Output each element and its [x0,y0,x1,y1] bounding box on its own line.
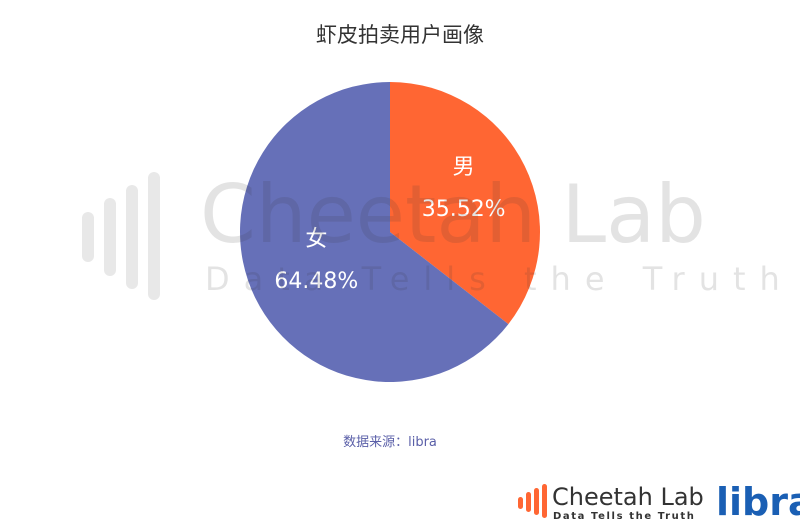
watermark-icon [82,212,94,262]
logo-brand: Cheetah Lab [552,483,704,511]
source-note: 数据来源：libra [343,435,437,450]
chart-title: 虾皮拍卖用户画像 [316,23,484,47]
logo-icon [526,492,531,512]
pie: 男 35.52% 女 64.48% [240,82,541,382]
watermark: Cheetah Lab Data Tells the Truth [82,168,794,300]
logo-icon [534,488,539,515]
logo-partner: libra [716,480,800,522]
watermark-icon [104,198,116,276]
watermark-title: Cheetah Lab [200,168,706,261]
pie-slice [390,82,541,325]
slice-value-label: 35.52% [422,197,506,222]
logo-icon [542,484,547,518]
watermark-tagline: Data Tells the Truth [205,260,794,298]
watermark-icon [148,172,160,300]
pie-slice [240,82,509,382]
slice-category-label: 女 [305,227,327,252]
slice-category-label: 男 [453,155,475,180]
logo-tagline: Data Tells the Truth [553,511,695,522]
logo-icon [518,497,523,509]
slice-value-label: 64.48% [274,269,358,294]
logo: Cheetah Lab Data Tells the Truth libra [518,480,800,522]
watermark-icon [126,185,138,289]
